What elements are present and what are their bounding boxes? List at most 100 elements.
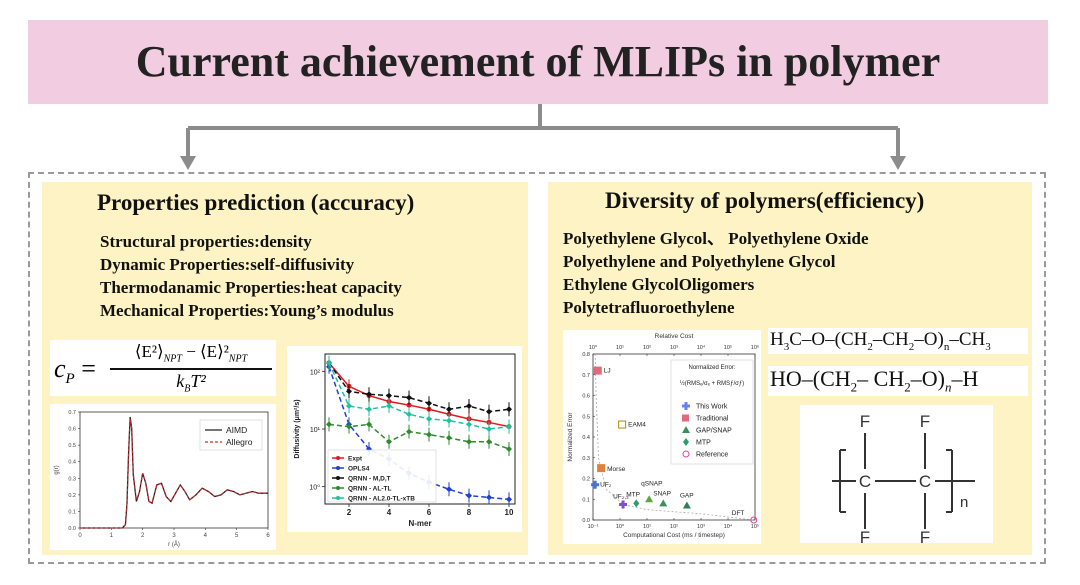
legend-label: This Work — [696, 404, 728, 411]
legend-marker — [682, 402, 690, 410]
data-point — [386, 403, 392, 410]
series-line — [328, 362, 510, 413]
data-point — [406, 428, 412, 435]
series-line-allegro — [80, 418, 268, 529]
data-point — [750, 516, 758, 524]
peg-hydroxyl-formula: HO–(CH2– CH2–O)n–H — [768, 366, 1028, 396]
legend-label: GAP/SNAP — [696, 428, 732, 435]
fluorine-label: F — [920, 412, 930, 431]
property-line: Thermodanamic Properties:heat capacity — [100, 278, 402, 297]
top-axis-label: Relative Cost — [655, 333, 694, 340]
legend-box — [670, 359, 754, 465]
data-point — [446, 406, 452, 413]
data-point — [346, 423, 352, 430]
fluorine-label: F — [860, 412, 870, 431]
data-point — [346, 403, 352, 410]
polymer-line: Polyethylene Glycol、 Polyethylene Oxide — [563, 229, 869, 248]
legend-title: Normalized Error: — [688, 365, 735, 371]
data-point — [326, 421, 332, 428]
data-point — [466, 403, 472, 410]
x-tick-label: 10⁰ — [616, 523, 625, 530]
property-line: Dynamic Properties:self-diffusivity — [100, 255, 355, 274]
data-point — [486, 438, 492, 445]
y-tick-label: 0.7 — [68, 410, 76, 416]
legend-label: QRNN - AL2.0-TL-xTB — [348, 496, 415, 503]
data-point — [486, 494, 492, 501]
x-tick-label: 10⁻¹ — [588, 524, 599, 530]
legend-marker — [682, 426, 690, 433]
y-tick-label: 0.2 — [582, 477, 590, 483]
legend-marker — [336, 456, 340, 460]
data-point — [326, 359, 332, 366]
polymer-line: Ethylene GlycolOligomers — [563, 275, 755, 294]
legend-label: Allegro — [226, 437, 253, 447]
point-label: UF₂,₃ — [613, 493, 629, 500]
property-line: Structural properties:density — [100, 232, 312, 251]
point-label: Morse — [607, 466, 625, 473]
data-point — [446, 486, 452, 493]
ptfe-structure-svg: F F C C F F n — [832, 412, 975, 547]
data-point — [506, 423, 512, 430]
legend-marker — [682, 450, 690, 458]
legend-label: Traditional — [696, 416, 729, 423]
x-tick-label: 10 — [505, 508, 514, 517]
cost-accuracy-chart-container: Relative Cost 10⁰ 10¹ 10² 10³ 10⁴ 10⁵ 10⁶ 10⁻¹ 10… — [563, 330, 761, 544]
data-point — [406, 394, 412, 401]
formula-fraction-bar — [110, 368, 272, 370]
data-point — [446, 434, 452, 441]
point-label: DFT — [732, 510, 745, 517]
heat-capacity-formula: cP = ⟨E²⟩NPT − ⟨E⟩²NPT kBT² — [50, 340, 276, 396]
data-point — [597, 464, 606, 473]
data-point — [386, 392, 392, 399]
point-label: LJ — [604, 368, 611, 375]
formula-lhs-sub: P — [65, 371, 75, 388]
x-tick-label: 0 — [78, 533, 82, 539]
point-label: EAM4 — [628, 422, 646, 429]
formula-numerator: ⟨E²⟩NPT − ⟨E⟩²NPT — [134, 342, 248, 365]
top-tick-label: 10⁴ — [697, 344, 706, 351]
y-tick-label: 0.8 — [582, 352, 590, 358]
y-tick-label: 0.3 — [582, 456, 590, 462]
legend-marker — [683, 438, 689, 446]
data-point — [386, 438, 392, 445]
x-tick-label: 5 — [235, 533, 239, 539]
data-point — [406, 402, 412, 408]
y-tick-label: 0.4 — [68, 460, 76, 466]
top-tick-label: 10³ — [670, 345, 678, 351]
data-point — [619, 500, 628, 509]
data-point — [506, 496, 512, 503]
polymer-line: Polytetrafluoroethylene — [563, 298, 735, 317]
formula-lhs: c — [54, 354, 66, 383]
legend-marker — [682, 414, 689, 422]
title-banner: Current achievement of MLIPs in polymer — [28, 20, 1048, 104]
series-line — [328, 366, 510, 501]
x-tick-label: 10⁴ — [724, 523, 733, 530]
data-point — [466, 421, 472, 428]
data-point — [633, 499, 640, 508]
y-tick-label: 0.0 — [68, 526, 76, 532]
y-tick-label: 0.5 — [582, 414, 590, 420]
point-label: GAP — [680, 492, 694, 499]
x-axis-label: N-mer — [408, 519, 431, 528]
point-label: UF₂ — [600, 482, 612, 489]
data-point — [486, 408, 492, 415]
legend-label: QRNN - M,D,T — [348, 476, 391, 483]
data-point — [346, 388, 352, 395]
outer-dashed-frame — [28, 172, 1046, 564]
legend-box — [327, 449, 437, 503]
carbon-label: C — [919, 472, 931, 491]
y-tick-label: 10² — [310, 369, 321, 376]
y-tick-label: 10⁰ — [309, 484, 320, 492]
legend-label: AIMD — [226, 425, 247, 435]
properties-heading: Properties prediction (accuracy) — [97, 190, 415, 215]
data-point — [426, 431, 432, 438]
x-tick-label: 6 — [266, 533, 270, 539]
data-point — [506, 406, 512, 413]
data-point — [426, 415, 432, 422]
data-point — [426, 400, 432, 407]
x-tick-label: 3 — [172, 533, 176, 539]
y-tick-label: 0.1 — [68, 509, 76, 515]
x-tick-label: 10² — [670, 524, 678, 530]
x-tick-label: 4 — [204, 533, 208, 539]
